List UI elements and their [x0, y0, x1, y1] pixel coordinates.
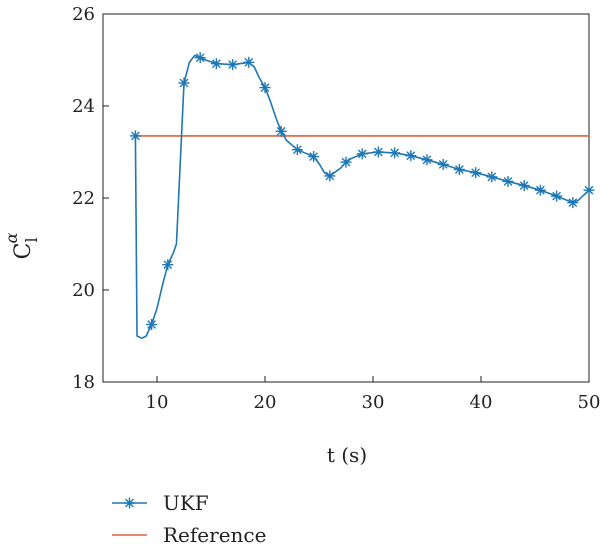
y-tick-label: 20	[72, 280, 95, 301]
data-point-ukf	[583, 184, 595, 196]
data-point-ukf	[146, 319, 158, 330]
x-tick-label: 30	[362, 392, 385, 413]
legend: UKF Reference	[112, 491, 266, 547]
legend-item-reference: Reference	[112, 523, 266, 547]
data-point-ukf	[486, 171, 498, 183]
data-point-ukf	[162, 259, 174, 271]
x-tick-label: 10	[146, 392, 169, 413]
x-axis-label: t (s)	[327, 443, 367, 467]
data-point-ukf	[453, 163, 465, 175]
y-axis-ticks: 18 20 22 24 26	[72, 4, 109, 393]
y-tick-label: 26	[72, 4, 95, 25]
x-tick-label: 50	[578, 392, 600, 413]
series-line-ukf	[134, 54, 590, 340]
y-tick-label: 24	[72, 96, 95, 117]
y-axis-label: Clα	[2, 232, 41, 259]
data-point-ukf	[421, 154, 433, 166]
data-point-ukf	[502, 175, 514, 187]
data-point-ukf	[567, 197, 579, 209]
data-point-ukf	[259, 82, 271, 94]
data-point-ukf	[243, 56, 255, 68]
data-point-ukf	[308, 151, 320, 163]
data-point-ukf	[356, 148, 368, 160]
series-layer	[129, 52, 595, 340]
legend-reference-label: Reference	[163, 523, 266, 547]
data-point-ukf	[372, 146, 384, 158]
y-axis-label-superscript: α	[2, 232, 21, 243]
data-point-ukf	[389, 147, 401, 159]
data-point-ukf	[129, 130, 141, 142]
data-point-ukf	[178, 77, 190, 89]
data-point-ukf	[227, 59, 239, 71]
data-point-ukf	[518, 180, 530, 192]
y-tick-label: 22	[72, 188, 95, 209]
legend-ukf-label: UKF	[163, 491, 209, 515]
data-point-ukf	[437, 158, 449, 170]
plot-area: 18 20 22 24 26 10 20 30 40 50	[72, 4, 600, 413]
data-point-ukf	[551, 190, 563, 202]
y-axis-label-base: C	[11, 243, 36, 260]
data-point-ukf	[340, 156, 352, 168]
legend-ukf-marker	[124, 497, 135, 509]
legend-item-ukf: UKF	[112, 491, 209, 515]
data-point-ukf	[405, 150, 417, 162]
y-tick-label: 18	[72, 372, 95, 393]
data-point-ukf	[324, 170, 336, 182]
data-point-ukf	[470, 167, 482, 179]
x-tick-label: 20	[254, 392, 277, 413]
data-point-ukf	[291, 144, 303, 156]
x-tick-label: 40	[470, 392, 493, 413]
plot-frame	[102, 13, 590, 383]
data-point-ukf	[534, 184, 546, 196]
data-point-ukf	[210, 58, 222, 70]
data-point-ukf	[275, 125, 287, 137]
legend-ukf-asterisk	[124, 497, 135, 509]
data-point-ukf	[194, 52, 206, 64]
x-axis-ticks: 10 20 30 40 50	[146, 376, 600, 413]
y-axis-label-subscript: l	[22, 237, 41, 242]
